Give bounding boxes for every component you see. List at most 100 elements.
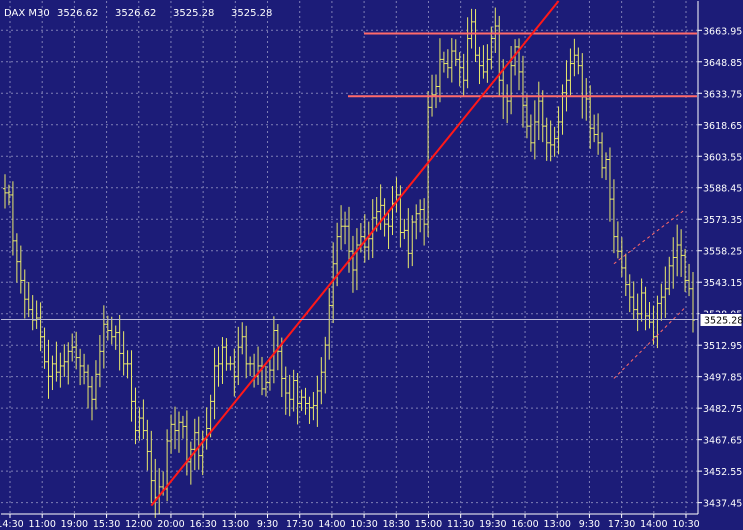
x-tick-label: 10:30 bbox=[672, 519, 699, 530]
price-bar bbox=[339, 205, 344, 250]
price-bar bbox=[548, 120, 553, 162]
price-bar bbox=[679, 229, 684, 277]
channel-lower-line bbox=[613, 307, 686, 379]
price-bar bbox=[509, 46, 514, 115]
price-bar bbox=[137, 407, 142, 441]
price-bar bbox=[604, 152, 609, 180]
price-bar bbox=[343, 211, 348, 245]
price-bar bbox=[635, 293, 640, 332]
price-bar bbox=[663, 266, 668, 318]
price-bar bbox=[465, 17, 470, 89]
price-bar bbox=[180, 415, 185, 439]
price-bar bbox=[22, 269, 27, 319]
price-bar bbox=[627, 274, 632, 313]
trend-line bbox=[150, 0, 560, 507]
price-bar bbox=[311, 391, 316, 421]
y-tick-label: 3648.85 bbox=[703, 58, 742, 69]
price-bar bbox=[623, 253, 628, 297]
high-value: 3526.62 bbox=[115, 8, 156, 19]
price-bar bbox=[62, 344, 67, 377]
y-axis-ticks: 3663.95 3648.85 3633.75 3618.65 3603.55 3588.… bbox=[698, 26, 742, 510]
price-bar bbox=[611, 179, 616, 254]
price-bar bbox=[169, 414, 174, 454]
price-bar bbox=[323, 336, 328, 394]
price-bar bbox=[3, 174, 7, 209]
price-bar bbox=[592, 114, 597, 143]
y-tick-label: 3573.35 bbox=[703, 215, 742, 226]
price-bar bbox=[560, 84, 565, 135]
price-bar bbox=[196, 416, 201, 470]
price-bar bbox=[86, 364, 91, 409]
price-bar bbox=[188, 441, 193, 485]
price-bar bbox=[42, 327, 47, 369]
y-tick-label: 3497.85 bbox=[703, 373, 742, 384]
price-bar bbox=[78, 348, 83, 386]
price-bar bbox=[121, 331, 126, 376]
current-price-box bbox=[699, 312, 743, 327]
price-bar bbox=[232, 348, 237, 397]
x-axis-ticks: 14:30 11:00 19:00 15:30 12:00 20:00 16:30 13:00… bbox=[0, 514, 700, 530]
price-bar bbox=[89, 376, 94, 421]
price-bar bbox=[576, 47, 581, 75]
price-bar bbox=[366, 221, 371, 260]
price-bar bbox=[30, 295, 35, 331]
price-bar bbox=[93, 360, 98, 410]
price-bar bbox=[66, 342, 71, 385]
price-bar bbox=[113, 325, 118, 350]
price-bar bbox=[145, 419, 150, 471]
current-price-marker: 3525.28 bbox=[699, 312, 743, 327]
annotations bbox=[1, 0, 698, 507]
price-bar bbox=[370, 199, 375, 259]
chart-header: DAX M30 3526.62 3526.62 3525.28 3525.28 bbox=[4, 8, 272, 19]
price-bar bbox=[26, 281, 31, 318]
price-bar bbox=[319, 357, 324, 405]
price-bar bbox=[513, 39, 518, 76]
y-tick-label: 3512.95 bbox=[703, 341, 742, 352]
y-tick-label: 3603.55 bbox=[703, 152, 742, 163]
price-bar bbox=[667, 256, 672, 296]
price-bar bbox=[14, 233, 19, 283]
x-tick-label: 10:30 bbox=[350, 519, 377, 530]
open-value: 3526.62 bbox=[57, 8, 98, 19]
price-bar bbox=[224, 338, 229, 371]
price-bar bbox=[615, 221, 620, 259]
price-bar bbox=[54, 341, 59, 382]
x-tick-label: 20:00 bbox=[157, 519, 184, 530]
price-bar bbox=[671, 237, 676, 289]
price-bar bbox=[10, 181, 15, 256]
price-bar bbox=[517, 38, 522, 91]
price-bar bbox=[691, 272, 695, 333]
price-bar bbox=[402, 218, 407, 240]
price-bar bbox=[675, 224, 680, 277]
price-bar bbox=[619, 237, 624, 277]
x-tick-label: 13:00 bbox=[222, 519, 249, 530]
x-tick-label: 9:30 bbox=[257, 519, 278, 530]
price-bar bbox=[596, 113, 601, 155]
price-bar bbox=[449, 38, 454, 83]
price-bar bbox=[287, 374, 292, 417]
price-bar bbox=[406, 208, 411, 269]
price-bar bbox=[216, 346, 221, 387]
price-bar bbox=[683, 248, 688, 292]
price-bar bbox=[109, 316, 114, 345]
price-bar bbox=[445, 49, 450, 79]
price-bar bbox=[520, 55, 525, 128]
price-bar bbox=[536, 81, 541, 141]
y-tick-label: 3482.75 bbox=[703, 404, 742, 415]
x-tick-label: 11:00 bbox=[28, 519, 55, 530]
price-bar bbox=[607, 147, 612, 222]
price-bar bbox=[125, 350, 130, 379]
price-bar bbox=[101, 305, 106, 369]
price-bar bbox=[303, 387, 308, 415]
price-bar bbox=[149, 430, 154, 504]
price-bar bbox=[493, 7, 498, 54]
close-value: 3525.28 bbox=[231, 8, 272, 19]
price-bar bbox=[97, 335, 102, 388]
grid-lines bbox=[1, 1, 698, 514]
price-bar bbox=[141, 399, 146, 440]
price-bar bbox=[220, 337, 225, 384]
price-bar bbox=[532, 100, 537, 160]
price-bar bbox=[643, 286, 648, 331]
